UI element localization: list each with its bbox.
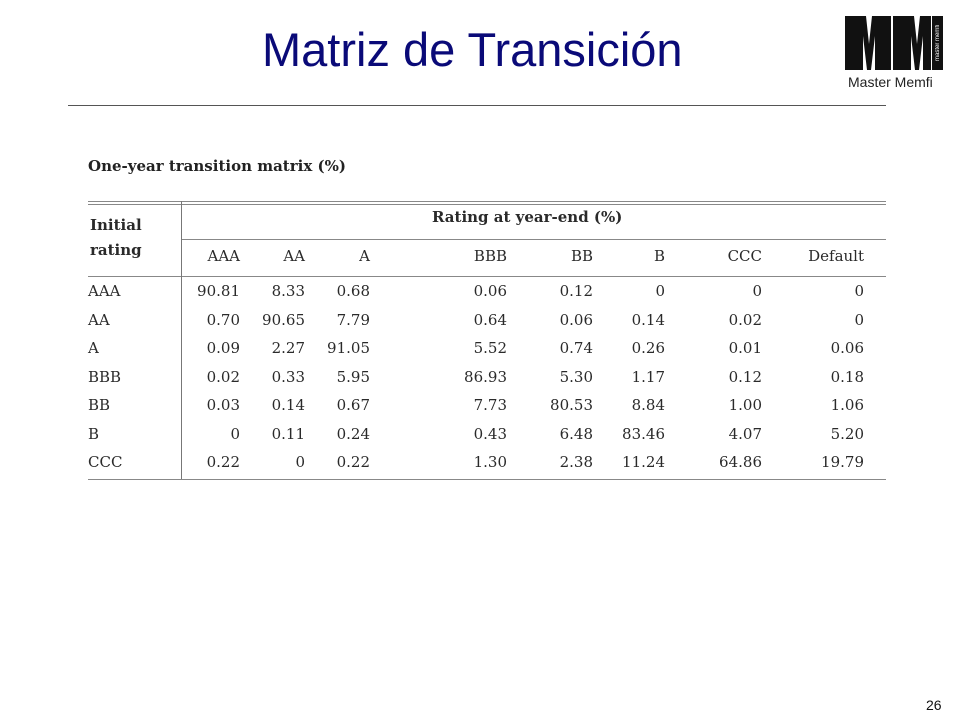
table-bottom-rule <box>88 479 886 480</box>
table-cell: 8.33 <box>271 282 305 300</box>
table-cell: 0.01 <box>728 339 762 357</box>
table-cell: 86.93 <box>464 368 507 386</box>
table-caption: One-year transition matrix (%) <box>88 157 346 175</box>
table-cell: 5.52 <box>473 339 507 357</box>
table-cell: 5.20 <box>830 425 864 443</box>
table-cell: 0.24 <box>336 425 370 443</box>
table-cell: 4.07 <box>728 425 762 443</box>
group-header-rule <box>181 239 886 240</box>
row-label-aaa: AAA <box>88 282 121 300</box>
table-cell: 0.74 <box>559 339 593 357</box>
table-cell: 0.68 <box>336 282 370 300</box>
row-label-a: A <box>88 339 99 357</box>
table-cell: 0 <box>655 282 665 300</box>
table-cell: 90.81 <box>197 282 240 300</box>
table-cell: 0.12 <box>728 368 762 386</box>
table-cell: 19.79 <box>821 453 864 471</box>
table-cell: 0.33 <box>271 368 305 386</box>
table-cell: 11.24 <box>622 453 665 471</box>
table-cell: 0.64 <box>473 311 507 329</box>
column-header-aaa: AAA <box>207 247 241 265</box>
group-header-rating-year-end: Rating at year-end (%) <box>432 208 623 226</box>
table-cell: 90.65 <box>262 311 305 329</box>
table-cell: 0.02 <box>728 311 762 329</box>
table-cell: 0.11 <box>271 425 305 443</box>
table-cell: 0.18 <box>830 368 864 386</box>
table-cell: 2.38 <box>559 453 593 471</box>
table-cell: 0.14 <box>271 396 305 414</box>
table-cell: 5.30 <box>559 368 593 386</box>
row-label-ccc: CCC <box>88 453 123 471</box>
table-cell: 0.02 <box>206 368 240 386</box>
table-cell: 0.12 <box>559 282 593 300</box>
row-header-separator <box>181 201 182 479</box>
row-label-bb: BB <box>88 396 111 414</box>
row-header-initial: Initial <box>90 216 142 234</box>
row-label-aa: AA <box>88 311 110 329</box>
logo-vertical-text: master memfi <box>935 24 941 62</box>
table-cell: 7.79 <box>336 311 370 329</box>
table-cell: 1.17 <box>631 368 665 386</box>
table-cell: 0.06 <box>830 339 864 357</box>
table-cell: 0.22 <box>206 453 240 471</box>
table-cell: 6.48 <box>559 425 593 443</box>
master-memfi-logo: master memfi Master Memfi <box>842 14 946 96</box>
table-cell: 0 <box>854 282 864 300</box>
table-cell: 0.26 <box>631 339 665 357</box>
table-cell: 1.06 <box>830 396 864 414</box>
table-cell: 5.95 <box>336 368 370 386</box>
table-cell: 91.05 <box>327 339 370 357</box>
page-number: 26 <box>926 697 942 713</box>
table-cell: 0.09 <box>206 339 240 357</box>
table-cell: 0.67 <box>336 396 370 414</box>
column-header-aa: AA <box>283 247 305 265</box>
table-cell: 1.00 <box>728 396 762 414</box>
column-header-default: Default <box>808 247 864 265</box>
row-label-bbb: BBB <box>88 368 122 386</box>
header-bottom-rule <box>88 276 886 277</box>
table-top-rule-double <box>88 204 886 205</box>
table-cell: 0.70 <box>206 311 240 329</box>
table-cell: 7.73 <box>473 396 507 414</box>
table-cell: 64.86 <box>719 453 762 471</box>
mm-logo-mark <box>845 16 943 70</box>
column-header-a: A <box>359 247 370 265</box>
table-cell: 0.06 <box>559 311 593 329</box>
table-cell: 0 <box>295 453 305 471</box>
title-divider <box>68 105 886 106</box>
row-label-b: B <box>88 425 100 443</box>
column-header-b: B <box>653 247 665 265</box>
logo-subtitle: Master Memfi <box>848 74 933 90</box>
row-header-rating: rating <box>90 241 142 259</box>
table-cell: 0.43 <box>473 425 507 443</box>
table-cell: 0.06 <box>473 282 507 300</box>
table-cell: 0.03 <box>206 396 240 414</box>
column-header-ccc: CCC <box>727 247 762 265</box>
table-cell: 0.22 <box>336 453 370 471</box>
table-cell: 8.84 <box>631 396 665 414</box>
column-header-bbb: BBB <box>473 247 507 265</box>
table-cell: 0.14 <box>631 311 665 329</box>
slide-title: Matriz de Transición <box>262 23 683 76</box>
table-top-rule <box>88 201 886 202</box>
table-cell: 80.53 <box>550 396 593 414</box>
table-cell: 2.27 <box>271 339 305 357</box>
table-cell: 83.46 <box>622 425 665 443</box>
column-header-bb: BB <box>570 247 593 265</box>
table-cell: 0 <box>854 311 864 329</box>
table-cell: 0 <box>230 425 240 443</box>
table-cell: 1.30 <box>473 453 507 471</box>
table-cell: 0 <box>752 282 762 300</box>
